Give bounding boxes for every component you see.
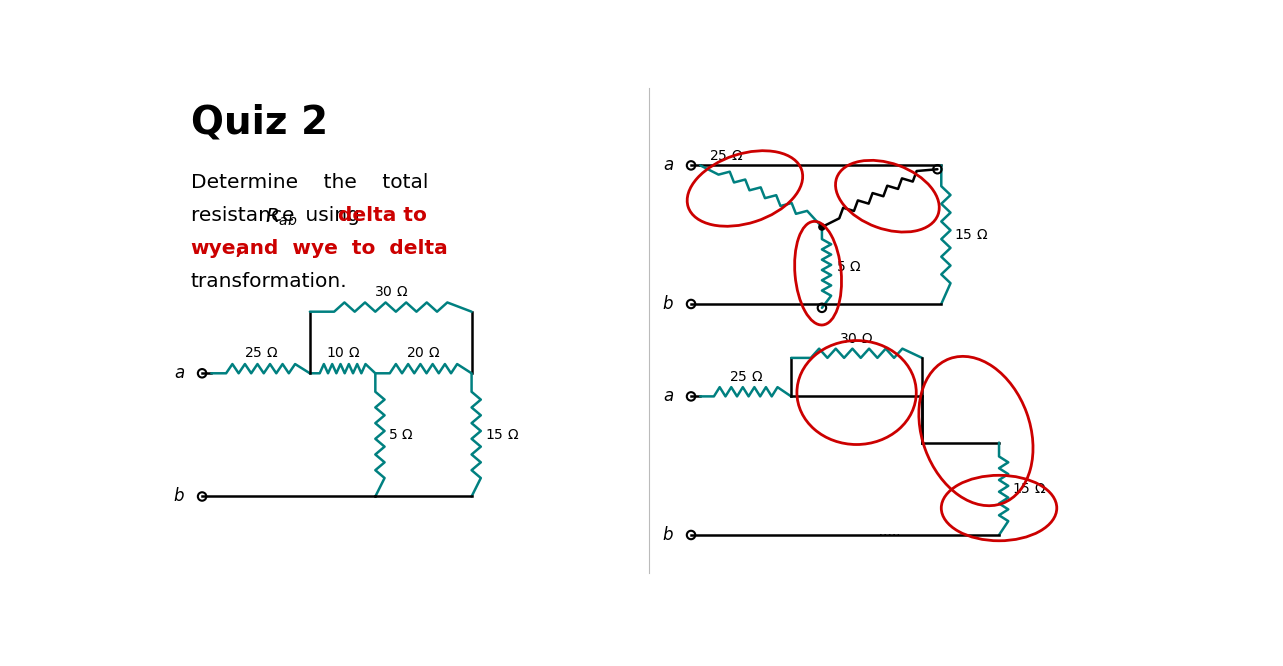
Text: $a$: $a$ bbox=[174, 364, 185, 382]
Text: 15 $\Omega$: 15 $\Omega$ bbox=[1012, 482, 1047, 496]
Text: transformation.: transformation. bbox=[191, 272, 348, 292]
Text: wye,: wye, bbox=[191, 239, 244, 258]
Text: 25 $\Omega$: 25 $\Omega$ bbox=[244, 346, 277, 360]
Text: 10 $\Omega$: 10 $\Omega$ bbox=[326, 346, 359, 360]
Text: Determine    the    total: Determine the total bbox=[191, 173, 429, 192]
Text: $b$: $b$ bbox=[173, 488, 185, 505]
Text: 15 $\Omega$: 15 $\Omega$ bbox=[955, 228, 989, 242]
Text: Quiz 2: Quiz 2 bbox=[191, 104, 327, 142]
Text: using: using bbox=[299, 206, 367, 225]
Text: $a$: $a$ bbox=[663, 388, 674, 406]
Text: 25 $\Omega$: 25 $\Omega$ bbox=[708, 149, 743, 163]
Text: 15 $\Omega$: 15 $\Omega$ bbox=[485, 428, 518, 442]
Text: $R_{ab}$: $R_{ab}$ bbox=[266, 206, 298, 228]
Text: 30 $\Omega$: 30 $\Omega$ bbox=[839, 332, 874, 346]
Text: delta to: delta to bbox=[337, 206, 426, 225]
Text: 25 $\Omega$: 25 $\Omega$ bbox=[729, 370, 763, 384]
Text: $b$: $b$ bbox=[662, 526, 674, 544]
Text: 5 $\Omega$: 5 $\Omega$ bbox=[389, 428, 414, 442]
Circle shape bbox=[819, 224, 825, 230]
Text: 20 $\Omega$: 20 $\Omega$ bbox=[407, 346, 440, 360]
Text: 30 $\Omega$: 30 $\Omega$ bbox=[373, 284, 408, 298]
Text: $b$: $b$ bbox=[662, 295, 674, 313]
Text: 5 $\Omega$: 5 $\Omega$ bbox=[835, 260, 861, 274]
Text: and  wye  to  delta: and wye to delta bbox=[230, 239, 448, 258]
Text: $a$: $a$ bbox=[663, 157, 674, 174]
Text: resistance: resistance bbox=[191, 206, 300, 225]
